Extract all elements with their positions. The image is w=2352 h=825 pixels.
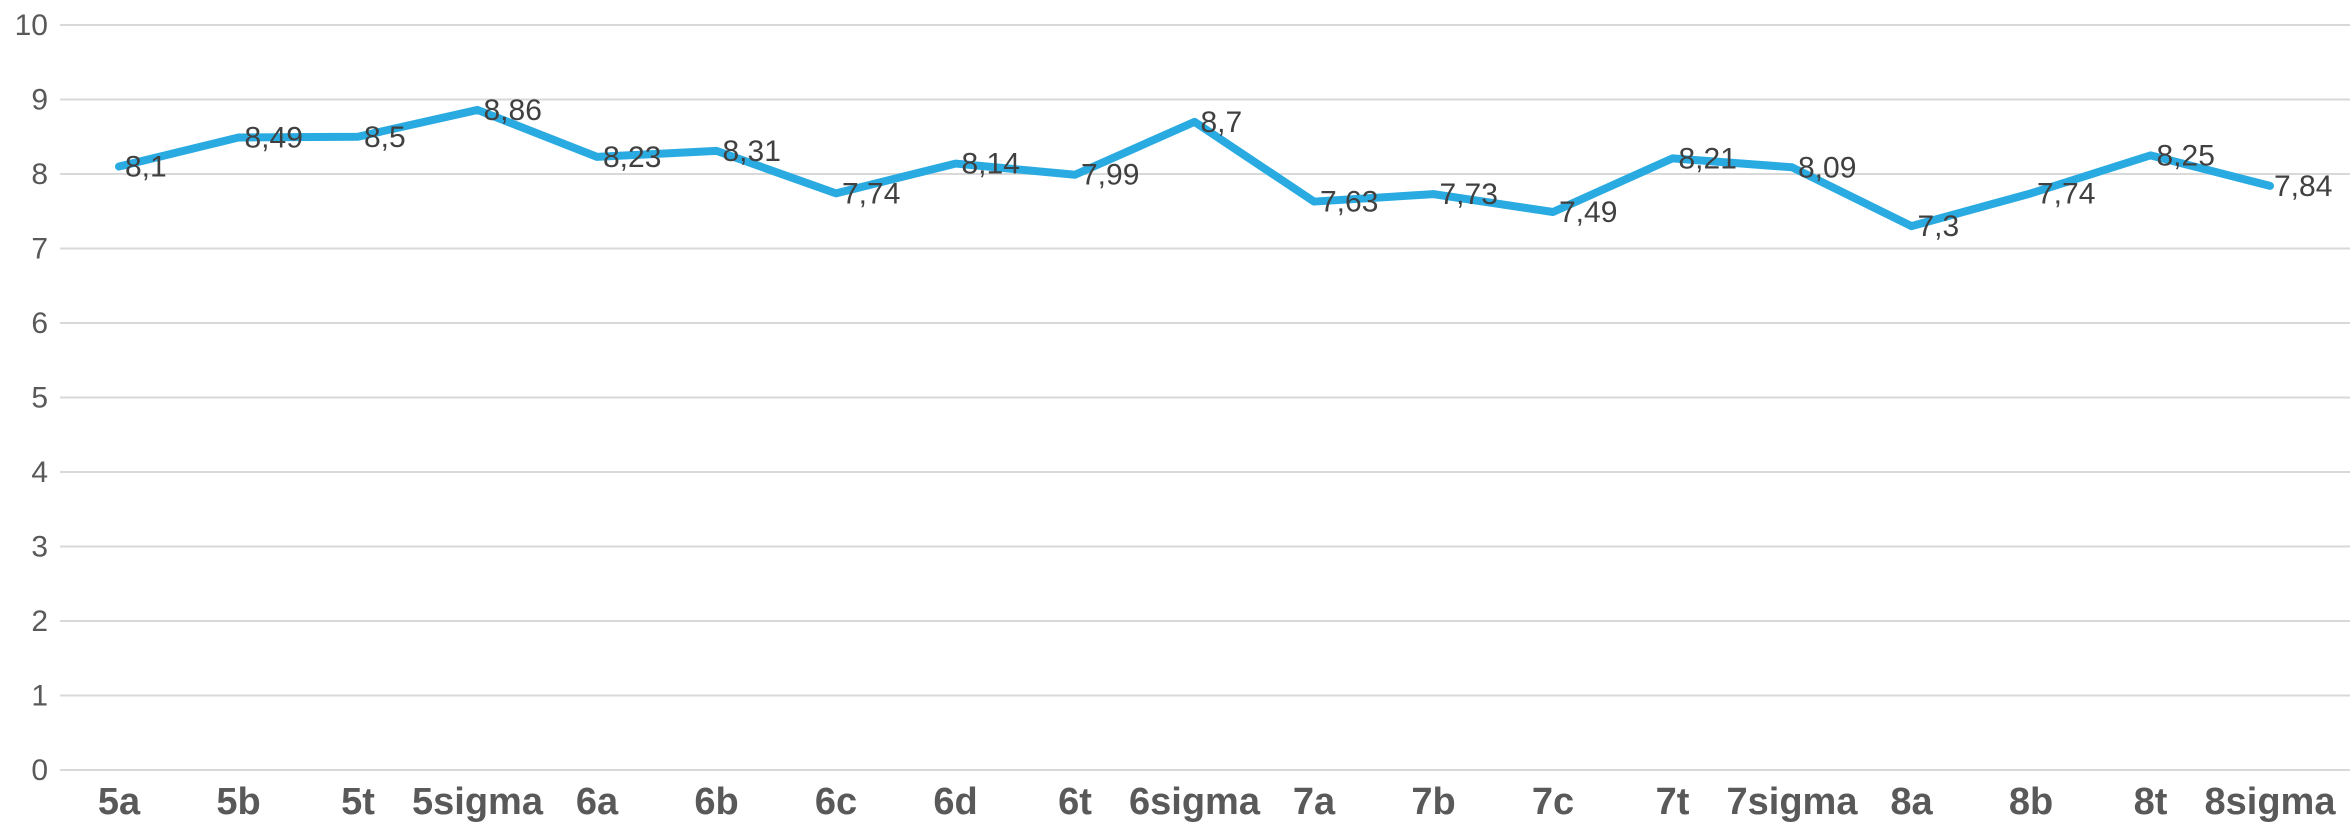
data-label: 8,21 [1679, 142, 1737, 175]
data-point [1789, 164, 1795, 171]
y-tick-label: 10 [15, 9, 48, 42]
data-point [2147, 152, 2154, 159]
data-point [355, 133, 361, 140]
data-point [2267, 182, 2273, 189]
y-tick-label: 1 [31, 680, 48, 713]
x-tick-label: 7t [1656, 781, 1690, 823]
data-label: 8,09 [1798, 151, 1856, 184]
data-label: 8,7 [1201, 106, 1243, 139]
x-tick-label: 8t [2134, 781, 2168, 823]
data-label: 8,86 [484, 94, 542, 127]
data-point [833, 190, 839, 197]
x-tick-label: 6b [694, 781, 738, 823]
data-label: 7,74 [2037, 177, 2095, 210]
data-point [1908, 223, 1915, 230]
data-label: 8,23 [603, 141, 661, 174]
data-label: 7,49 [1559, 196, 1617, 229]
x-tick-label: 8b [2009, 781, 2053, 823]
x-tick-label: 5b [216, 781, 260, 823]
x-tick-label: 7b [1411, 781, 1455, 823]
data-label: 7,99 [1081, 159, 1139, 192]
data-point [1550, 208, 1556, 215]
x-tick-label: 7c [1532, 781, 1574, 823]
data-point [1311, 198, 1317, 205]
y-tick-label: 3 [31, 531, 48, 564]
x-tick-label: 6t [1058, 781, 1092, 823]
x-tick-label: 5sigma [412, 781, 544, 823]
data-label: 8,5 [364, 121, 406, 154]
data-label: 8,49 [245, 121, 303, 154]
data-label: 7,73 [1440, 178, 1498, 211]
data-label: 8,31 [723, 135, 781, 168]
y-tick-label: 8 [31, 158, 48, 191]
y-tick-label: 4 [31, 456, 48, 489]
data-label: 7,84 [2274, 170, 2332, 203]
data-labels: 8,1 8,49 8,5 8,86 8,23 8,31 7,74 8,14 7,99 8,7 7,6… [125, 94, 2332, 243]
x-tick-label: 7a [1293, 781, 1336, 823]
data-point [235, 134, 242, 141]
x-tick-label: 8sigma [2205, 781, 2337, 823]
y-tick-label: 5 [31, 382, 48, 415]
x-tick-label: 5a [98, 781, 141, 823]
y-tick-label: 6 [31, 307, 48, 340]
data-point [713, 147, 720, 154]
x-tick-label: 6c [815, 781, 857, 823]
series-layer [115, 105, 2274, 231]
data-point [1669, 155, 1676, 162]
data-label: 8,25 [2157, 139, 2215, 172]
y-tick-label: 2 [31, 605, 48, 638]
data-label: 7,74 [842, 177, 900, 210]
series-line [115, 105, 2274, 231]
data-label: 8,1 [125, 151, 167, 184]
data-point [474, 106, 481, 113]
data-point [1191, 118, 1198, 125]
data-point [1430, 191, 1437, 198]
y-axis-ticks: 0 1 2 3 4 5 6 7 8 9 10 [15, 9, 48, 787]
x-tick-label: 6sigma [1129, 781, 1261, 823]
data-point [116, 163, 122, 170]
y-tick-label: 0 [31, 754, 48, 787]
data-point [2028, 190, 2034, 197]
data-label: 7,63 [1320, 186, 1378, 219]
x-tick-label: 6a [576, 781, 619, 823]
data-point [952, 160, 959, 167]
x-tick-label: 8a [1890, 781, 1933, 823]
x-tick-label: 5t [341, 781, 375, 823]
x-tick-label: 7sigma [1727, 781, 1859, 823]
data-label: 8,14 [962, 148, 1020, 181]
x-tick-label: 6d [933, 781, 977, 823]
data-point [1072, 171, 1078, 178]
gridlines [60, 24, 2350, 771]
data-point [594, 153, 600, 160]
data-label: 7,3 [1918, 210, 1960, 243]
x-axis-ticks: 5a 5b 5t 5sigma 6a 6b 6c 6d 6t 6sigma 7a 7b 7c 7t 7sig… [98, 781, 2336, 823]
y-tick-label: 7 [31, 233, 48, 266]
y-tick-label: 9 [31, 84, 48, 117]
